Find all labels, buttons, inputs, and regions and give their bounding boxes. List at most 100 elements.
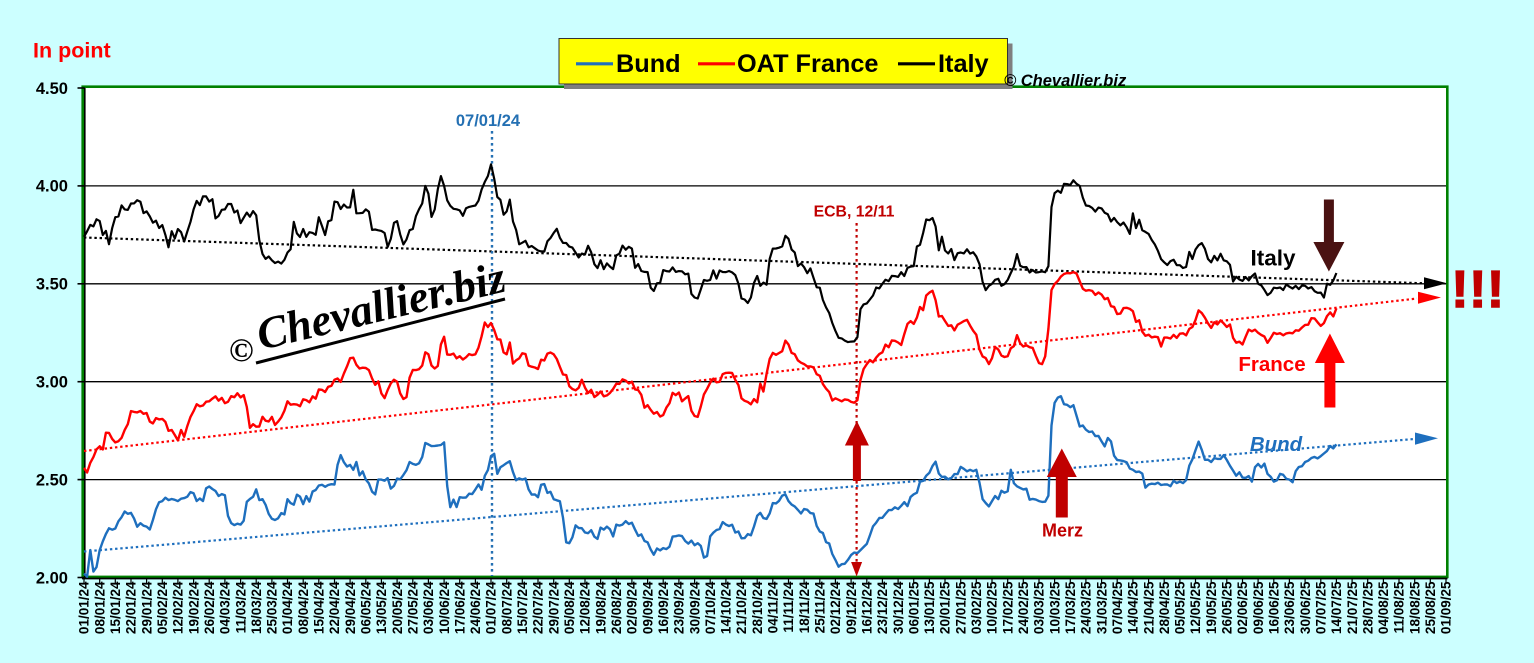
svg-text:09/06/25: 09/06/25 <box>1251 581 1266 634</box>
svg-text:29/04/24: 29/04/24 <box>343 581 358 634</box>
svg-text:23/12/24: 23/12/24 <box>875 581 890 634</box>
svg-text:08/01/24: 08/01/24 <box>92 581 107 634</box>
svg-text:!!!: !!! <box>1451 261 1504 319</box>
svg-text:20/05/24: 20/05/24 <box>390 581 405 634</box>
svg-text:06/01/25: 06/01/25 <box>906 581 921 634</box>
svg-text:Bund: Bund <box>1250 433 1303 456</box>
svg-text:24/02/25: 24/02/25 <box>1016 581 1031 634</box>
svg-text:19/02/24: 19/02/24 <box>186 581 201 634</box>
svg-text:07/04/25: 07/04/25 <box>1110 581 1125 634</box>
svg-text:02/09/24: 02/09/24 <box>625 581 640 634</box>
svg-text:01/07/24: 01/07/24 <box>484 581 499 634</box>
svg-text:07/01/24: 07/01/24 <box>456 112 521 130</box>
svg-text:03/03/25: 03/03/25 <box>1032 581 1047 634</box>
svg-text:24/06/24: 24/06/24 <box>468 581 483 634</box>
svg-text:Merz: Merz <box>1042 521 1083 541</box>
svg-text:10/06/24: 10/06/24 <box>437 581 452 634</box>
svg-text:04/11/24: 04/11/24 <box>766 581 781 633</box>
svg-text:17/03/25: 17/03/25 <box>1063 581 1078 634</box>
svg-text:27/05/24: 27/05/24 <box>406 581 421 634</box>
svg-text:11/11/24: 11/11/24 <box>781 581 796 633</box>
svg-text:3.50: 3.50 <box>36 276 68 294</box>
svg-text:Italy: Italy <box>938 50 989 78</box>
svg-text:17/06/24: 17/06/24 <box>452 581 467 634</box>
svg-text:18/11/24: 18/11/24 <box>797 581 812 633</box>
svg-text:25/11/24: 25/11/24 <box>813 581 828 633</box>
svg-text:14/10/24: 14/10/24 <box>719 581 734 634</box>
svg-text:3.00: 3.00 <box>36 374 68 392</box>
svg-text:29/07/24: 29/07/24 <box>546 581 561 634</box>
svg-text:16/09/24: 16/09/24 <box>656 581 671 634</box>
svg-text:France: France <box>1238 353 1305 376</box>
svg-text:Italy: Italy <box>1250 246 1296 271</box>
svg-text:30/06/25: 30/06/25 <box>1298 581 1313 634</box>
svg-text:11/08/25: 11/08/25 <box>1392 581 1407 633</box>
svg-text:08/07/24: 08/07/24 <box>499 581 514 634</box>
svg-text:16/12/24: 16/12/24 <box>860 581 875 634</box>
svg-text:23/06/25: 23/06/25 <box>1282 581 1297 634</box>
svg-text:© Chevallier.biz: © Chevallier.biz <box>1004 72 1127 90</box>
svg-text:08/04/24: 08/04/24 <box>296 581 311 634</box>
svg-text:29/01/24: 29/01/24 <box>139 581 154 634</box>
svg-text:22/01/24: 22/01/24 <box>124 581 139 634</box>
svg-text:14/04/25: 14/04/25 <box>1126 581 1141 634</box>
svg-text:13/01/25: 13/01/25 <box>922 581 937 634</box>
svg-text:15/01/24: 15/01/24 <box>108 581 123 634</box>
svg-text:13/05/24: 13/05/24 <box>374 581 389 634</box>
svg-text:28/04/25: 28/04/25 <box>1157 581 1172 634</box>
svg-text:27/01/25: 27/01/25 <box>953 581 968 634</box>
svg-text:26/02/24: 26/02/24 <box>202 581 217 634</box>
svg-text:22/04/24: 22/04/24 <box>327 581 342 634</box>
svg-text:10/03/25: 10/03/25 <box>1047 581 1062 634</box>
svg-text:05/08/24: 05/08/24 <box>562 581 577 634</box>
svg-text:14/07/25: 14/07/25 <box>1329 581 1344 634</box>
svg-text:19/08/24: 19/08/24 <box>593 581 608 634</box>
svg-text:05/05/25: 05/05/25 <box>1173 581 1188 634</box>
svg-text:02/06/25: 02/06/25 <box>1235 581 1250 634</box>
svg-text:28/07/25: 28/07/25 <box>1360 581 1375 634</box>
svg-text:04/08/25: 04/08/25 <box>1376 581 1391 634</box>
svg-text:25/08/25: 25/08/25 <box>1423 581 1438 634</box>
svg-text:26/05/25: 26/05/25 <box>1220 581 1235 634</box>
svg-text:09/12/24: 09/12/24 <box>844 581 859 634</box>
svg-text:31/03/25: 31/03/25 <box>1094 581 1109 634</box>
svg-text:25/03/24: 25/03/24 <box>265 581 280 634</box>
svg-text:01/04/24: 01/04/24 <box>280 581 295 634</box>
svg-text:07/07/25: 07/07/25 <box>1314 581 1329 634</box>
svg-text:©: © <box>229 333 254 369</box>
svg-text:23/09/24: 23/09/24 <box>672 581 687 634</box>
svg-text:12/05/25: 12/05/25 <box>1188 581 1203 634</box>
svg-text:4.00: 4.00 <box>36 178 68 196</box>
svg-text:12/08/24: 12/08/24 <box>578 581 593 634</box>
svg-text:18/03/24: 18/03/24 <box>249 581 264 634</box>
svg-text:09/09/24: 09/09/24 <box>640 581 655 634</box>
svg-text:2.50: 2.50 <box>36 471 68 489</box>
svg-text:10/02/25: 10/02/25 <box>985 581 1000 634</box>
svg-text:01/09/25: 01/09/25 <box>1439 581 1454 634</box>
svg-text:15/04/24: 15/04/24 <box>312 581 327 634</box>
svg-text:05/02/24: 05/02/24 <box>155 581 170 634</box>
svg-text:28/10/24: 28/10/24 <box>750 581 765 634</box>
svg-text:26/08/24: 26/08/24 <box>609 581 624 634</box>
svg-text:04/03/24: 04/03/24 <box>218 581 233 634</box>
svg-text:21/04/25: 21/04/25 <box>1141 581 1156 634</box>
svg-text:03/02/25: 03/02/25 <box>969 581 984 634</box>
svg-text:12/02/24: 12/02/24 <box>171 581 186 634</box>
svg-text:Bund: Bund <box>616 50 681 78</box>
svg-text:01/01/24: 01/01/24 <box>77 581 92 634</box>
svg-text:02/12/24: 02/12/24 <box>828 581 843 634</box>
svg-text:17/02/25: 17/02/25 <box>1000 581 1015 634</box>
svg-text:16/06/25: 16/06/25 <box>1267 581 1282 634</box>
svg-text:21/07/25: 21/07/25 <box>1345 581 1360 634</box>
svg-text:OAT France: OAT France <box>737 50 879 78</box>
svg-text:ECB, 12/11: ECB, 12/11 <box>814 204 895 221</box>
svg-text:2.00: 2.00 <box>36 569 68 587</box>
svg-text:18/08/25: 18/08/25 <box>1407 581 1422 634</box>
svg-text:11/03/24: 11/03/24 <box>233 581 248 633</box>
svg-text:22/07/24: 22/07/24 <box>531 581 546 634</box>
svg-text:24/03/25: 24/03/25 <box>1079 581 1094 634</box>
svg-text:20/01/25: 20/01/25 <box>938 581 953 634</box>
svg-text:03/06/24: 03/06/24 <box>421 581 436 634</box>
svg-text:15/07/24: 15/07/24 <box>515 581 530 634</box>
svg-text:30/09/24: 30/09/24 <box>687 581 702 634</box>
